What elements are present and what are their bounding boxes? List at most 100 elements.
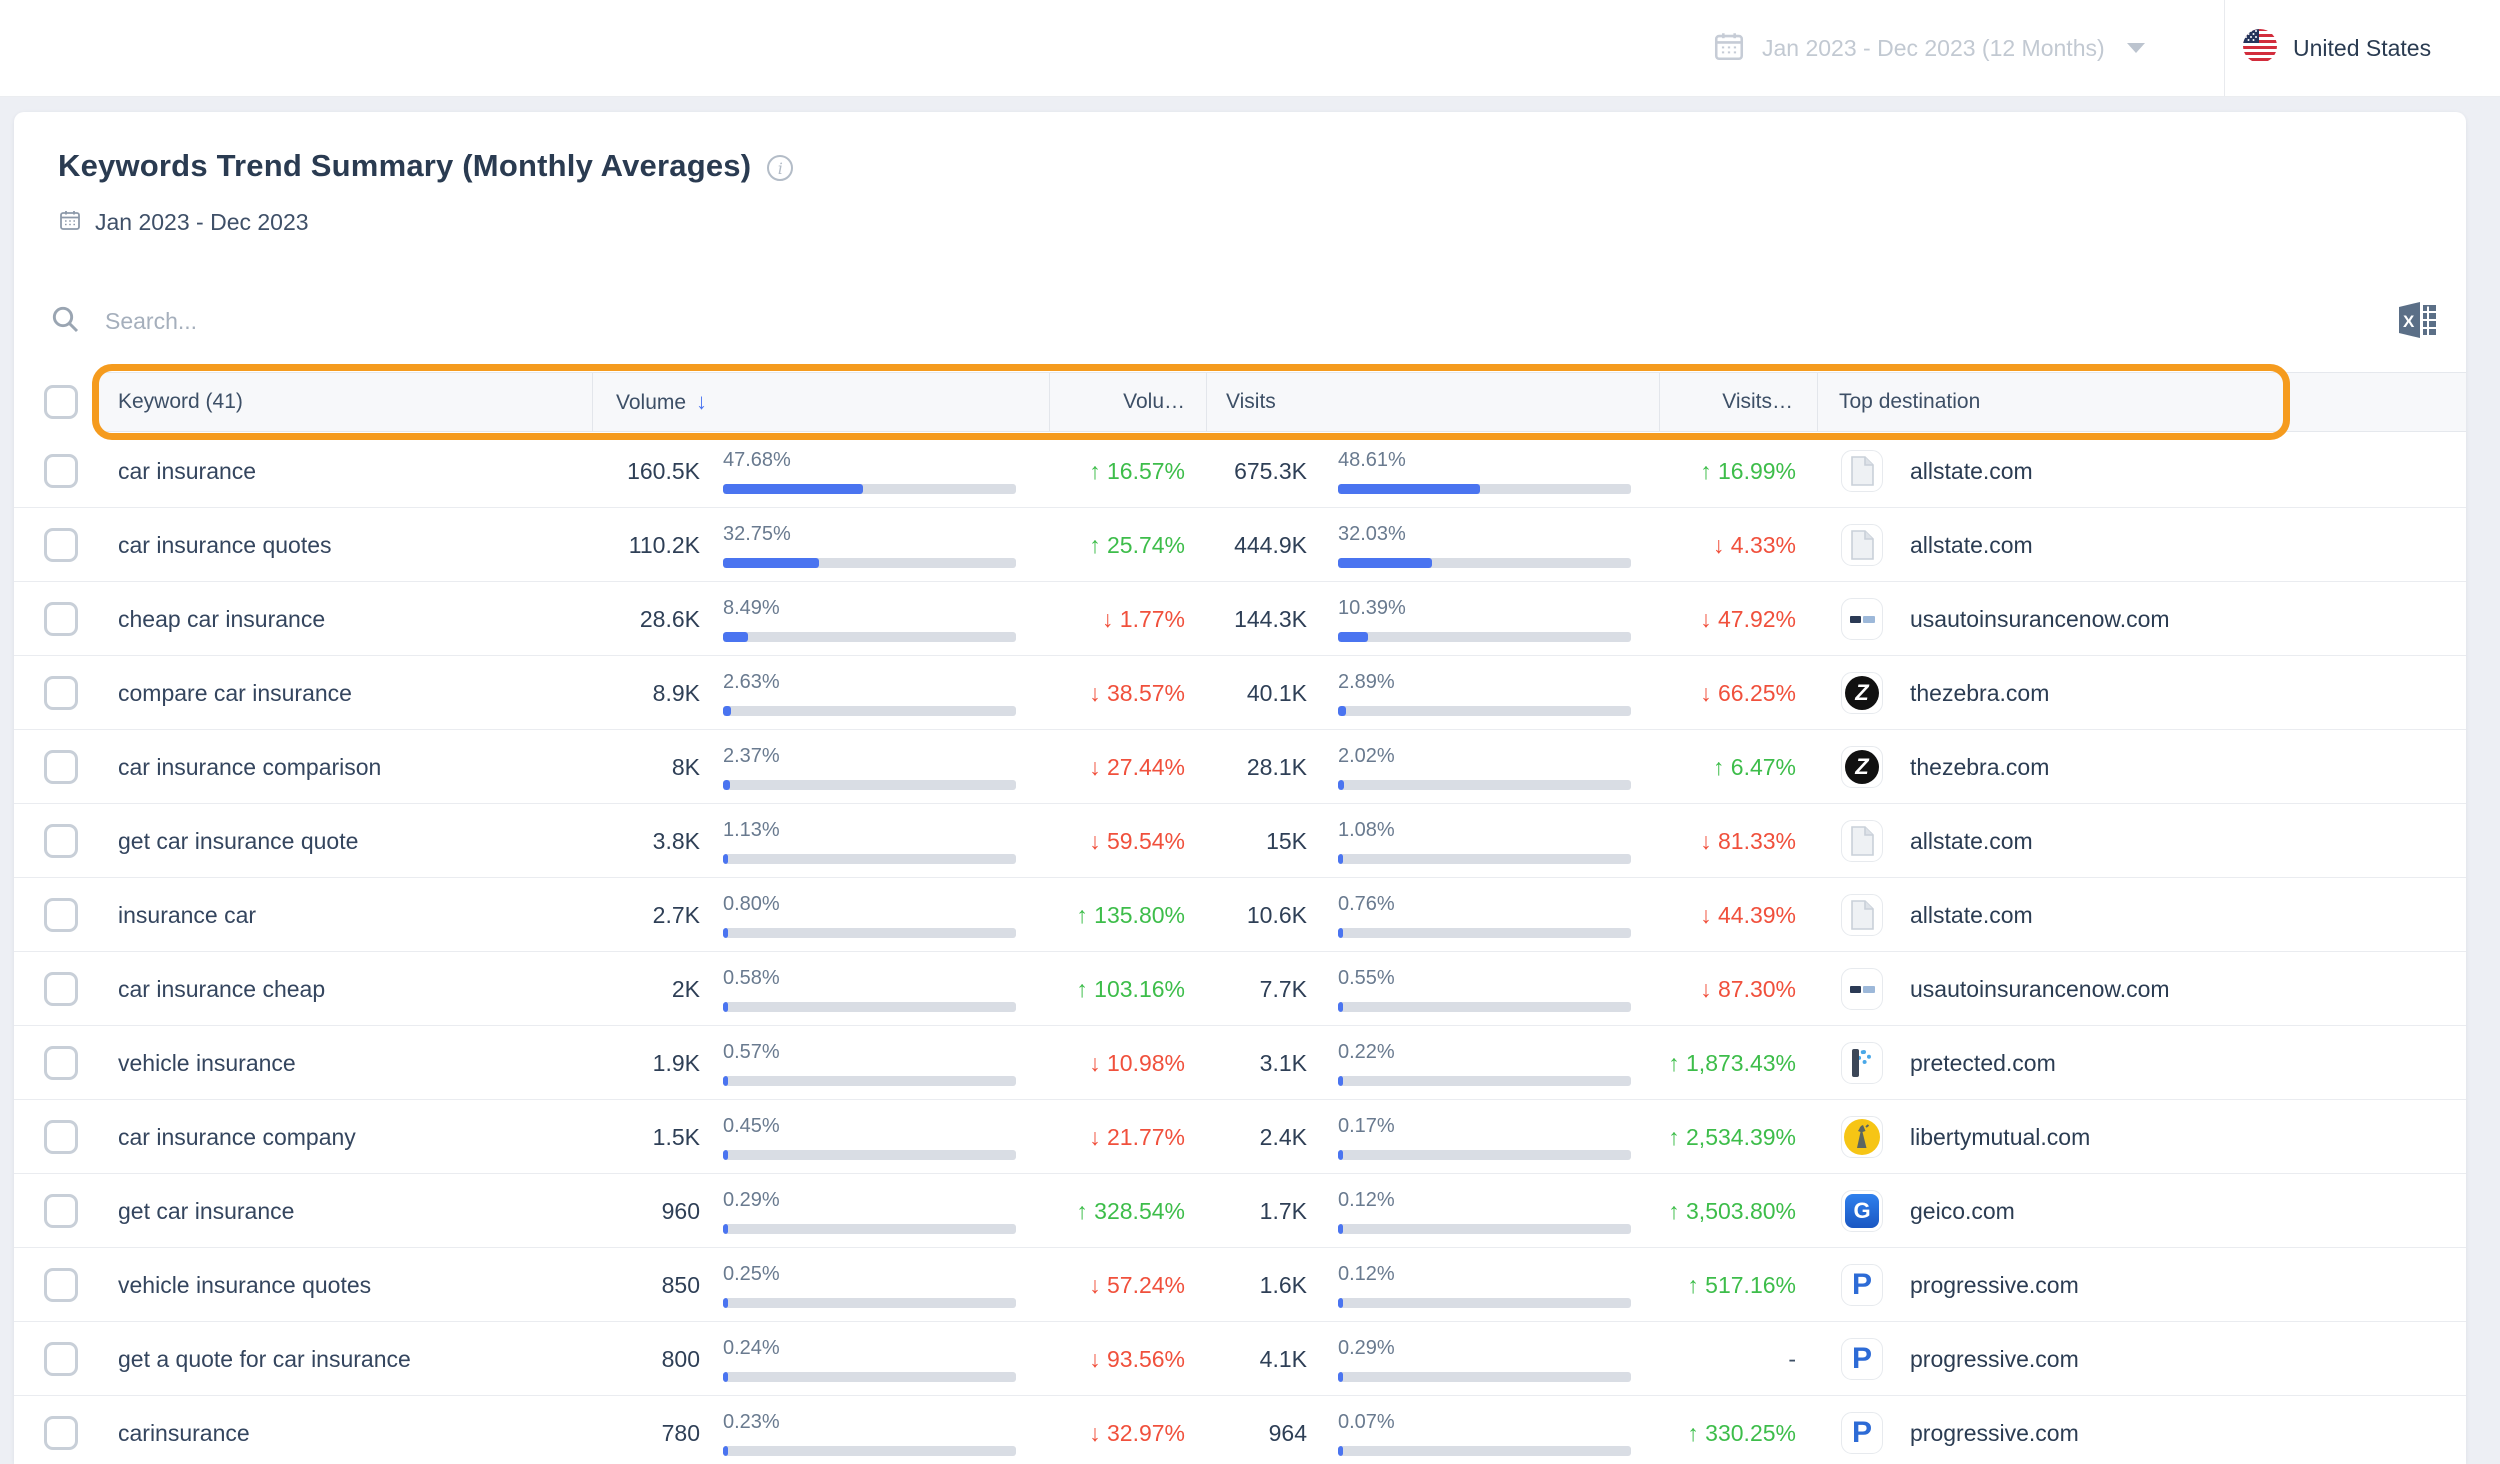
destination-domain[interactable]: allstate.com	[1910, 902, 2033, 928]
column-header-volume-change[interactable]: Volu…	[1123, 390, 1185, 413]
doc-favicon-icon	[1841, 894, 1883, 936]
row-checkbox[interactable]	[44, 898, 78, 932]
keyword-cell[interactable]: vehicle insurance	[118, 1050, 296, 1076]
keyword-cell[interactable]: get a quote for car insurance	[118, 1346, 411, 1372]
destination-domain[interactable]: allstate.com	[1910, 458, 2033, 484]
volume-change-value: ↓ 1.77%	[1101, 606, 1185, 632]
keyword-cell[interactable]: carinsurance	[118, 1420, 250, 1446]
destination-domain[interactable]: geico.com	[1910, 1198, 2015, 1224]
row-checkbox[interactable]	[44, 528, 78, 562]
keyword-cell[interactable]: get car insurance	[118, 1198, 295, 1224]
country-selector[interactable]: United States	[2242, 0, 2431, 96]
visits-share-bar	[1338, 632, 1631, 642]
row-checkbox[interactable]	[44, 1342, 78, 1376]
visits-change-value: ↑ 6.47%	[1712, 754, 1796, 780]
visits-share-bar	[1338, 1076, 1631, 1086]
row-checkbox[interactable]	[44, 750, 78, 784]
volume-share-cell: 0.45%	[723, 1100, 1016, 1174]
visits-share-cell: 0.55%	[1338, 952, 1631, 1026]
volume-share-label: 32.75%	[723, 523, 791, 545]
doc-favicon-icon	[1841, 524, 1883, 566]
svg-text:X: X	[2403, 312, 2415, 331]
row-checkbox[interactable]	[44, 1416, 78, 1450]
keyword-cell[interactable]: vehicle insurance quotes	[118, 1272, 372, 1298]
destination-domain[interactable]: progressive.com	[1910, 1272, 2079, 1298]
table-row: car insurance 160.5K 47.68% ↑ 16.57% 675…	[14, 434, 2466, 508]
excel-export-button[interactable]: X	[2393, 296, 2441, 344]
volume-share-label: 2.37%	[723, 745, 780, 767]
visits-value: 10.6K	[1246, 902, 1307, 928]
select-all-checkbox[interactable]	[44, 385, 78, 419]
row-checkbox[interactable]	[44, 972, 78, 1006]
destination-domain[interactable]: usautoinsurancenow.com	[1910, 606, 2170, 632]
table-header-background	[96, 372, 2466, 432]
progressive-favicon-icon: P	[1841, 1338, 1883, 1380]
visits-share-bar	[1338, 1446, 1631, 1456]
volume-share-bar	[723, 1298, 1016, 1308]
volume-share-label: 0.23%	[723, 1411, 780, 1433]
visits-value: 4.1K	[1259, 1346, 1307, 1372]
table-row: compare car insurance 8.9K 2.63% ↓ 38.57…	[14, 656, 2466, 730]
destination-domain[interactable]: pretected.com	[1910, 1050, 2056, 1076]
volume-value: 960	[661, 1198, 700, 1224]
visits-share-label: 0.22%	[1338, 1041, 1395, 1063]
keyword-cell[interactable]: car insurance comparison	[118, 754, 382, 780]
column-header-volume[interactable]: Volume ↓	[616, 389, 708, 414]
search-input[interactable]	[105, 299, 1505, 343]
volume-share-cell: 32.75%	[723, 508, 1016, 582]
keyword-cell[interactable]: car insurance company	[118, 1124, 356, 1150]
table-row: get car insurance 960 0.29% ↑ 328.54% 1.…	[14, 1174, 2466, 1248]
topbar-divider	[2224, 0, 2225, 96]
keyword-cell[interactable]: cheap car insurance	[118, 606, 326, 632]
usauto-favicon-icon	[1841, 968, 1883, 1010]
volume-value: 800	[661, 1346, 700, 1372]
visits-share-label: 32.03%	[1338, 523, 1406, 545]
column-header-top-destination[interactable]: Top destination	[1839, 390, 1981, 413]
volume-share-bar	[723, 706, 1016, 716]
visits-share-label: 48.61%	[1338, 449, 1406, 471]
info-icon[interactable]: i	[767, 155, 794, 181]
date-range-picker[interactable]: Jan 2023 - Dec 2023 (12 Months)	[1712, 0, 2145, 96]
destination-domain[interactable]: thezebra.com	[1910, 754, 2050, 780]
column-header-keyword[interactable]: Keyword (41)	[118, 390, 243, 413]
column-header-visits[interactable]: Visits	[1226, 390, 1276, 413]
row-checkbox[interactable]	[44, 1046, 78, 1080]
visits-share-bar	[1338, 1150, 1631, 1160]
volume-share-cell: 0.29%	[723, 1174, 1016, 1248]
keyword-cell[interactable]: compare car insurance	[118, 680, 352, 706]
keyword-cell[interactable]: car insurance quotes	[118, 532, 332, 558]
destination-domain[interactable]: progressive.com	[1910, 1346, 2079, 1372]
keyword-cell[interactable]: insurance car	[118, 902, 257, 928]
row-checkbox[interactable]	[44, 824, 78, 858]
keyword-cell[interactable]: car insurance cheap	[118, 976, 326, 1002]
row-checkbox[interactable]	[44, 1194, 78, 1228]
row-checkbox[interactable]	[44, 1268, 78, 1302]
top-bar: Jan 2023 - Dec 2023 (12 Months) United S…	[0, 0, 2500, 97]
destination-domain[interactable]: usautoinsurancenow.com	[1910, 976, 2170, 1002]
destination-domain[interactable]: thezebra.com	[1910, 680, 2050, 706]
visits-share-bar	[1338, 1298, 1631, 1308]
table-row: car insurance comparison 8K 2.37% ↓ 27.4…	[14, 730, 2466, 804]
visits-share-label: 0.07%	[1338, 1411, 1395, 1433]
volume-value: 28.6K	[639, 606, 700, 632]
destination-domain[interactable]: progressive.com	[1910, 1420, 2079, 1446]
row-checkbox[interactable]	[44, 1120, 78, 1154]
visits-share-cell: 2.89%	[1338, 656, 1631, 730]
row-checkbox[interactable]	[44, 454, 78, 488]
visits-share-bar	[1338, 1002, 1631, 1012]
destination-domain[interactable]: libertymutual.com	[1910, 1124, 2091, 1150]
destination-domain[interactable]: allstate.com	[1910, 828, 2033, 854]
keyword-cell[interactable]: car insurance	[118, 458, 257, 484]
row-checkbox[interactable]	[44, 676, 78, 710]
visits-change-value: ↓ 4.33%	[1712, 532, 1796, 558]
visits-change-value: ↓ 81.33%	[1700, 828, 1796, 854]
row-checkbox[interactable]	[44, 602, 78, 636]
volume-share-bar	[723, 1446, 1016, 1456]
destination-domain[interactable]: allstate.com	[1910, 532, 2033, 558]
volume-share-cell: 2.63%	[723, 656, 1016, 730]
keyword-cell[interactable]: get car insurance quote	[118, 828, 359, 854]
volume-value: 2.7K	[652, 902, 700, 928]
column-header-visits-change[interactable]: Visits…	[1722, 390, 1793, 413]
table-row: car insurance cheap 2K 0.58% ↑ 103.16% 7…	[14, 952, 2466, 1026]
visits-share-cell: 0.17%	[1338, 1100, 1631, 1174]
